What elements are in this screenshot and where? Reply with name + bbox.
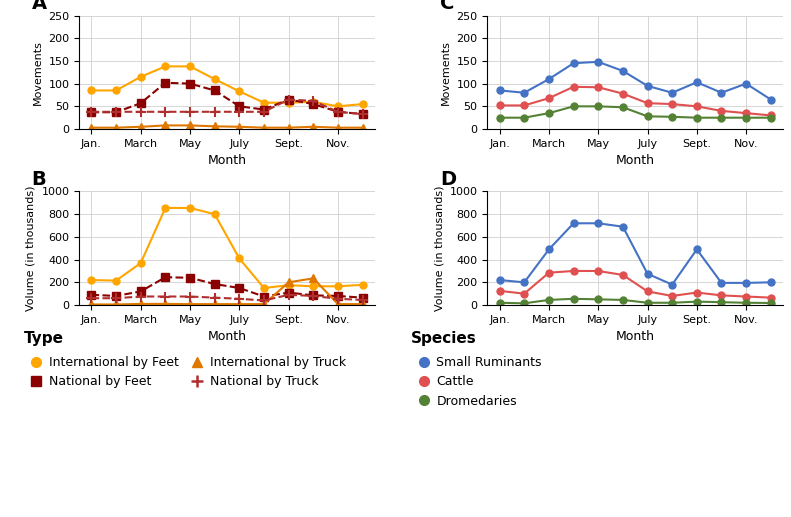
Y-axis label: Movements: Movements: [32, 40, 43, 105]
Text: B: B: [32, 170, 47, 189]
Legend: International by Feet, National by Feet, International by Truck, National by Tru: International by Feet, National by Feet,…: [30, 356, 346, 388]
Y-axis label: Movements: Movements: [441, 40, 451, 105]
X-axis label: Month: Month: [615, 155, 655, 168]
Text: Type: Type: [24, 331, 64, 346]
Y-axis label: Volume (in thousands): Volume (in thousands): [26, 186, 36, 311]
X-axis label: Month: Month: [207, 330, 247, 343]
Text: C: C: [440, 0, 454, 13]
Text: D: D: [440, 170, 456, 189]
Text: Species: Species: [411, 331, 477, 346]
X-axis label: Month: Month: [207, 155, 247, 168]
Y-axis label: Volume (in thousands): Volume (in thousands): [434, 186, 444, 311]
Text: A: A: [32, 0, 47, 13]
X-axis label: Month: Month: [615, 330, 655, 343]
Legend: Small Ruminants, Cattle, Dromedaries: Small Ruminants, Cattle, Dromedaries: [418, 356, 542, 407]
